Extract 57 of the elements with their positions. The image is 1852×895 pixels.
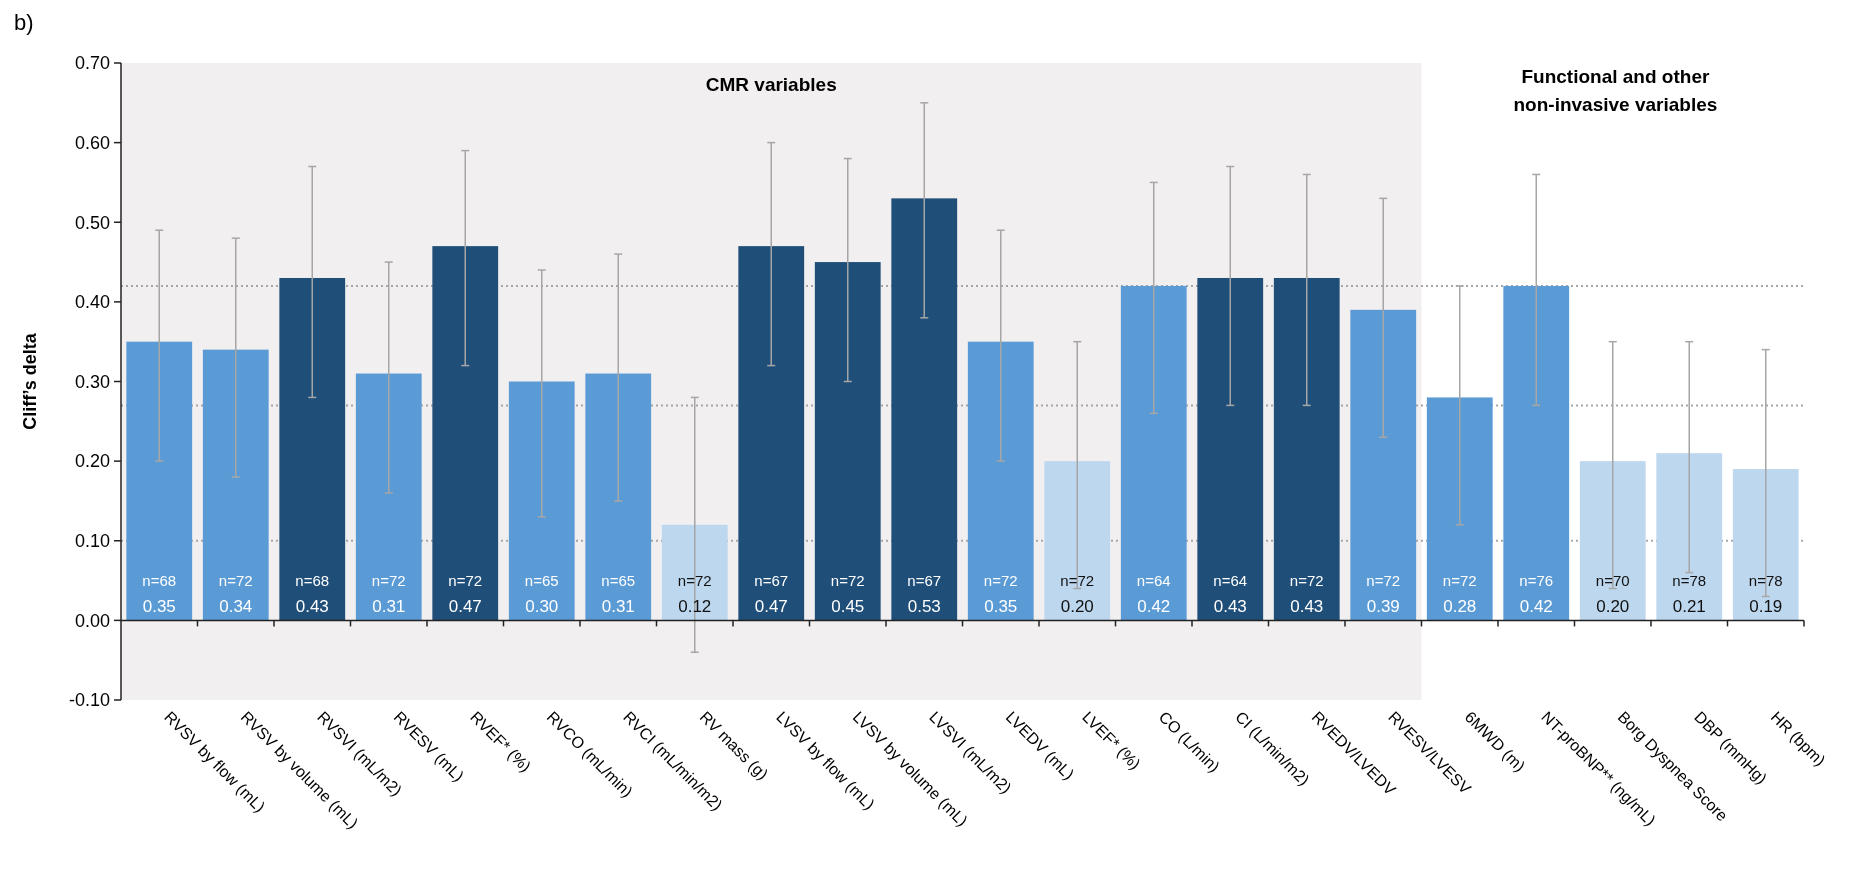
y-tick-label: 0.40 — [74, 292, 110, 313]
bar — [967, 341, 1034, 621]
data-label: n=72 0.45 — [830, 572, 865, 617]
data-label: n=64 0.42 — [1136, 572, 1171, 617]
bar — [1044, 461, 1111, 621]
y-tick-label: 0.30 — [74, 371, 110, 392]
y-tick-label: 0.00 — [74, 610, 110, 631]
data-label: n=72 0.43 — [1289, 572, 1324, 617]
bar — [585, 373, 652, 621]
data-label: n=72 0.20 — [1060, 572, 1095, 617]
bar — [738, 246, 805, 621]
y-tick-label: 0.50 — [74, 212, 110, 233]
data-label: n=78 0.21 — [1672, 572, 1707, 617]
bar — [1579, 461, 1646, 621]
bar — [126, 341, 193, 621]
data-label: n=76 0.42 — [1519, 572, 1554, 617]
bar — [202, 349, 269, 621]
bar — [814, 262, 881, 621]
bar — [1426, 397, 1493, 621]
y-tick-label: 0.70 — [74, 53, 110, 74]
bar — [1120, 285, 1187, 621]
text: b) — [14, 10, 34, 35]
data-label: n=68 0.35 — [142, 572, 177, 617]
bar — [355, 373, 422, 621]
y-tick-label: 0.10 — [74, 531, 110, 552]
data-label: n=72 0.31 — [371, 572, 406, 617]
data-label: n=72 0.12 — [677, 572, 712, 617]
y-tick-label: 0.20 — [74, 451, 110, 472]
data-label: n=72 0.35 — [983, 572, 1018, 617]
bar — [1656, 453, 1723, 621]
data-label: n=72 0.39 — [1366, 572, 1401, 617]
data-label: n=72 0.47 — [448, 572, 483, 617]
y-tick-label: 0.60 — [74, 132, 110, 153]
data-label: n=72 0.28 — [1442, 572, 1477, 617]
data-label: n=72 0.34 — [218, 572, 253, 617]
data-label: n=64 0.43 — [1213, 572, 1248, 617]
bar — [432, 246, 499, 621]
data-label: n=65 0.31 — [601, 572, 636, 617]
bar — [1273, 277, 1340, 621]
y-axis-title: Cliff’s delta — [20, 332, 40, 430]
data-label: n=65 0.30 — [524, 572, 559, 617]
annotation: Functional and other non-invasive variables — [1513, 66, 1718, 115]
bar — [661, 524, 728, 621]
bar — [1350, 309, 1417, 621]
bar — [1197, 277, 1264, 621]
data-label: n=68 0.43 — [295, 572, 330, 617]
y-tick-label: -0.10 — [68, 690, 110, 711]
bar — [508, 381, 575, 621]
data-label: n=70 0.20 — [1595, 572, 1630, 617]
bar — [1503, 285, 1570, 621]
data-label: n=67 0.47 — [754, 572, 789, 617]
bar — [891, 198, 958, 621]
band-label: CMR variables — [705, 74, 837, 95]
bar — [1732, 469, 1799, 621]
data-label: n=78 0.19 — [1748, 572, 1783, 617]
bar — [279, 277, 346, 621]
data-label: n=67 0.53 — [907, 572, 942, 617]
